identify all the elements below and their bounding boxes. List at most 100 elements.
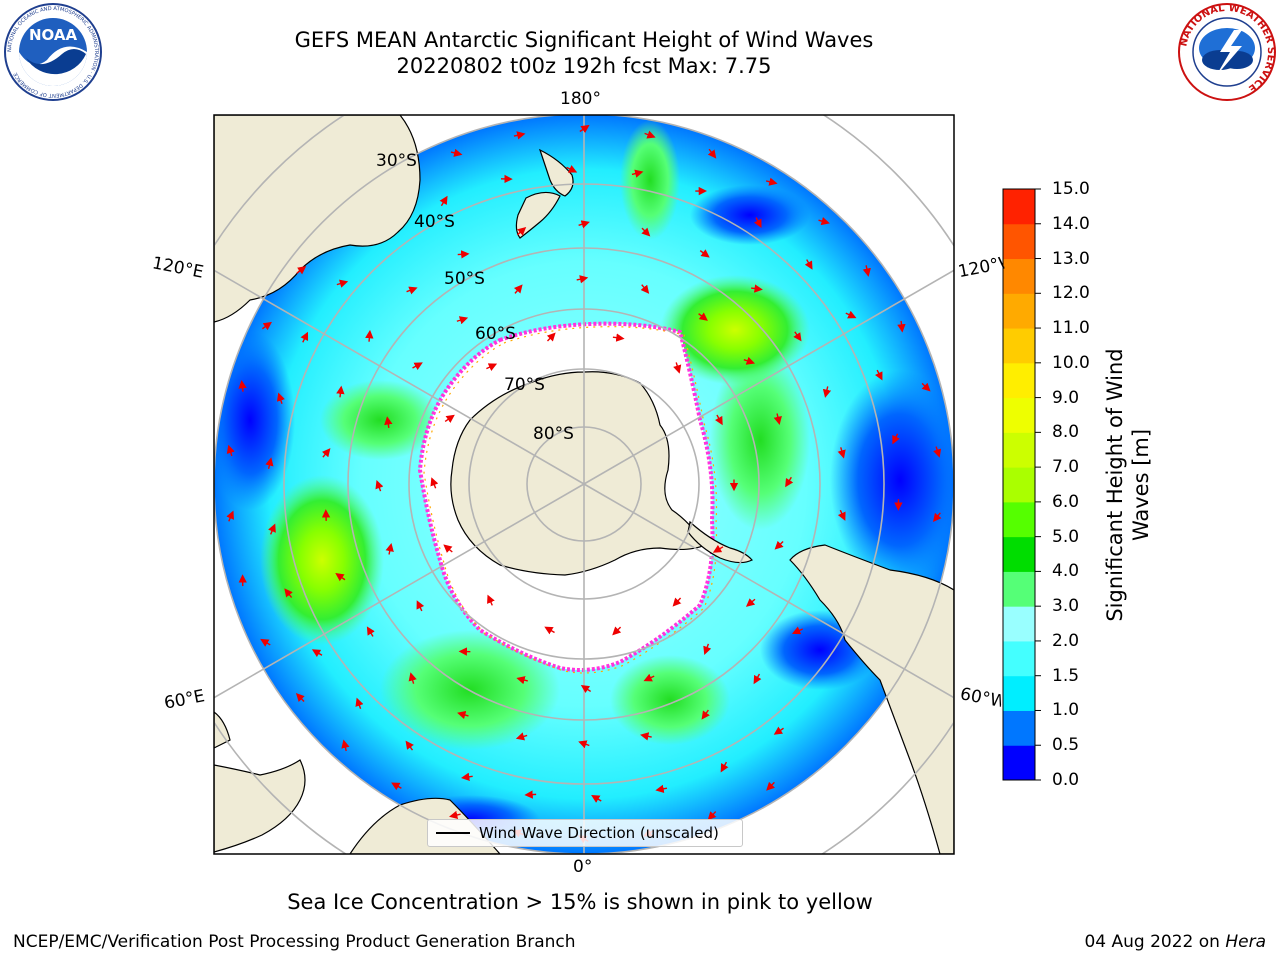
wind-wave-arrow <box>644 130 656 139</box>
wind-wave-arrow <box>513 131 526 140</box>
wind-wave-arrow <box>793 331 802 342</box>
colorbar-segment <box>1003 710 1035 746</box>
wind-wave-arrow <box>753 673 762 685</box>
colorbar-tick-label: 12.0 <box>1052 283 1090 304</box>
colorbar-segment <box>1003 501 1035 538</box>
wind-wave-arrow <box>612 333 625 342</box>
wind-wave-arrow <box>773 413 782 426</box>
wind-wave-arrow <box>753 217 762 229</box>
wind-wave-arrow <box>336 279 349 288</box>
graticule <box>214 115 954 854</box>
colorbar-tick-label: 11.0 <box>1052 318 1090 339</box>
wind-wave-arrow <box>791 626 803 635</box>
wind-wave-arrow <box>300 331 309 343</box>
wind-wave-arrow <box>673 362 682 374</box>
colorbar-tick-label: 13.0 <box>1052 248 1090 269</box>
colorbar-tick-label: 9.0 <box>1052 387 1080 408</box>
wind-wave-arrow <box>355 697 364 710</box>
wind-wave-arrow <box>416 600 425 612</box>
colorbar-segment <box>1003 606 1035 642</box>
wind-wave-arrow <box>450 148 463 157</box>
wind-wave-arrow <box>430 477 439 489</box>
footer-date: 04 Aug 2022 on Hera <box>1084 932 1266 952</box>
wind-wave-arrow <box>862 265 871 277</box>
colorbar-segment <box>1003 536 1035 572</box>
wind-wave-arrow <box>516 226 527 236</box>
wind-wave-arrow <box>933 446 942 458</box>
wind-wave-arrow <box>405 740 414 751</box>
wind-wave-arrow <box>365 329 374 342</box>
colorbar-tick-label: 3.0 <box>1052 596 1080 617</box>
colorbar-tick-label: 2.0 <box>1052 630 1080 651</box>
footer-host: Hera <box>1225 932 1266 952</box>
colorbar-tick-label: 1.5 <box>1052 665 1080 686</box>
wind-wave-arrow <box>804 259 813 270</box>
wind-wave-arrow <box>837 447 846 459</box>
wind-wave-arrow <box>579 124 590 134</box>
colorbar-segment <box>1003 571 1035 607</box>
wind-wave-arrow <box>921 382 931 392</box>
wind-wave-arrow <box>578 220 590 229</box>
colorbar <box>1003 188 1041 781</box>
wind-wave-arrow <box>516 676 528 685</box>
wind-wave-arrow <box>265 457 274 469</box>
wind-wave-arrow <box>412 362 423 371</box>
wind-wave-arrow <box>439 195 448 207</box>
colorbar-segment <box>1003 640 1035 677</box>
lat-label-30s: 30°S <box>376 151 417 171</box>
south-america <box>789 544 954 854</box>
wind-wave-arrow <box>487 594 495 606</box>
wind-wave-arrows <box>226 124 942 844</box>
wind-wave-arrow <box>321 448 331 458</box>
wind-wave-arrow <box>385 542 394 555</box>
wind-wave-arrow <box>578 740 590 749</box>
wind-wave-arrow <box>576 275 589 284</box>
colorbar-tick-label: 7.0 <box>1052 457 1080 478</box>
colorbar-segment <box>1003 258 1035 294</box>
wind-wave-arrow <box>785 476 794 488</box>
wind-wave-arrow <box>486 363 498 371</box>
colorbar-segment <box>1003 362 1035 399</box>
lat-label-40s: 40°S <box>414 212 455 232</box>
wind-wave-arrow <box>643 673 655 682</box>
lat-label-50s: 50°S <box>444 269 485 289</box>
wind-wave-arrow <box>765 177 778 186</box>
wind-wave-arrow <box>444 414 455 423</box>
wind-wave-arrow <box>837 509 846 521</box>
wind-wave-arrow <box>822 386 832 398</box>
wind-wave-arrow <box>714 414 723 426</box>
colorbar-segment <box>1003 397 1035 433</box>
wind-wave-arrow <box>335 573 346 582</box>
wind-wave-arrow <box>707 811 717 821</box>
wind-wave-arrow <box>406 286 418 295</box>
wind-wave-arrow <box>932 512 942 523</box>
wind-wave-arrow <box>580 684 592 694</box>
wind-wave-arrow <box>457 710 469 720</box>
wind-wave-arrow <box>296 265 307 275</box>
wind-wave-arrow <box>460 772 473 781</box>
wind-wave-arrow <box>892 433 900 445</box>
wind-wave-arrow <box>699 249 710 258</box>
wind-wave-arrow <box>698 312 708 321</box>
wind-wave-arrow <box>260 638 271 647</box>
wind-wave-arrow <box>408 672 417 684</box>
wind-wave-arrow <box>897 320 906 333</box>
lon-label-0: 0° <box>573 857 593 877</box>
wind-wave-arrow <box>773 726 784 735</box>
lat-label-70s: 70°S <box>504 375 545 395</box>
wind-wave-arrow <box>655 784 668 793</box>
colorbar-tick-label: 0.0 <box>1052 770 1080 790</box>
colorbar-tick-label: 1.0 <box>1052 700 1080 721</box>
sea-ice-note: Sea Ice Concentration > 15% is shown in … <box>287 890 873 914</box>
wind-wave-arrow <box>311 649 323 658</box>
wind-wave-arrow <box>336 385 345 398</box>
wind-wave-arrow <box>546 332 556 342</box>
noaa-logo: NOAA NATIONAL OCEANIC AND ATMOSPHERIC AD… <box>4 3 102 101</box>
map-subtitle: 20220802 t00z 192h fcst Max: 7.75 <box>396 54 772 78</box>
wind-wave-arrow <box>276 392 285 404</box>
antarctic-peninsula <box>687 520 753 564</box>
wind-wave-arrow <box>751 284 763 293</box>
legend-line-swatch <box>436 832 470 834</box>
colorbar-segment <box>1003 432 1035 468</box>
